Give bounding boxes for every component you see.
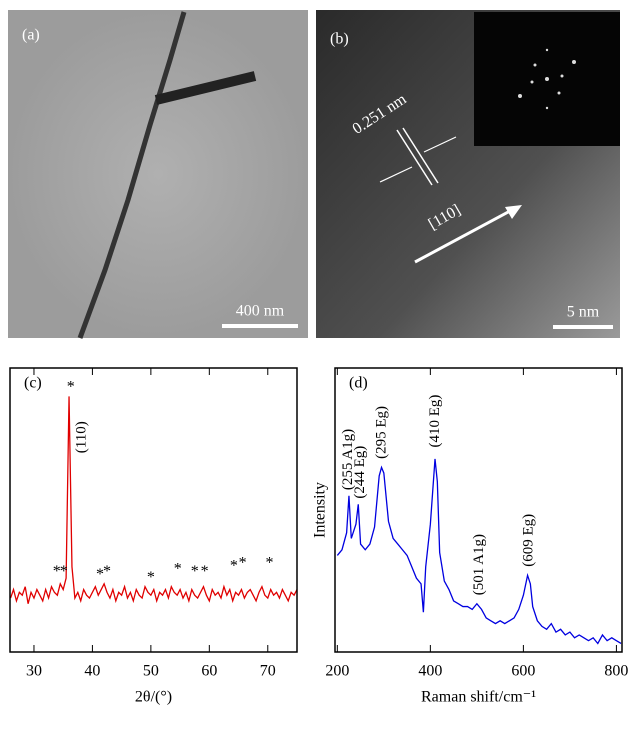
peak-annotation: (609 Eg) [520,514,536,567]
panel-a: (a) 400 nm [8,10,308,338]
peak-marker: * [266,555,274,572]
plot-frame [10,368,297,652]
peak-annotation: (295 Eg) [373,406,389,459]
peak-marker: * [103,563,111,580]
x-tick-label: 800 [604,663,628,680]
peak-marker: * [230,557,238,574]
panel-label: (c) [24,375,42,392]
page: (a) 400 nm 0.251 nm [110] (b) 5 nm 30 40 5… [0,0,638,724]
peak-marker: * [191,563,199,580]
panel-label: (b) [330,31,349,48]
peak-annotation: (501 A1g) [471,534,487,595]
peak-marker: * [239,555,247,572]
peak-marker: * [201,563,209,580]
peak-marker: * [67,379,75,396]
tem-image [8,10,308,338]
panel-label: (a) [22,27,40,44]
scale-label: 400 nm [236,303,285,320]
panel-b: 0.251 nm [110] (b) 5 nm [316,10,620,338]
x-tick-label: 50 [143,663,159,680]
y-axis-label: Intensity [312,482,329,538]
figure: (a) 400 nm 0.251 nm [110] (b) 5 nm 30 40 5… [0,0,638,724]
scale-label: 5 nm [567,304,600,321]
panel-label: (d) [349,375,368,392]
x-tick-label: 70 [260,663,276,680]
peak-annotation: (110) [73,421,89,453]
peak-marker: * [147,569,155,586]
peak-marker: * [174,560,182,577]
x-tick-label: 30 [26,663,42,680]
peak-annotation: (244 Eg) [352,446,368,499]
x-axis-label: 2θ/(°) [135,689,172,706]
x-tick-label: 200 [325,663,349,680]
x-tick-label: 60 [201,663,217,680]
x-tick-label: 600 [511,663,535,680]
peak-annotation: (410 Eg) [427,395,443,448]
peak-marker: * [60,563,68,580]
x-axis-label: Raman shift/cm⁻¹ [421,689,536,706]
x-tick-label: 400 [418,663,442,680]
x-tick-label: 40 [84,663,100,680]
